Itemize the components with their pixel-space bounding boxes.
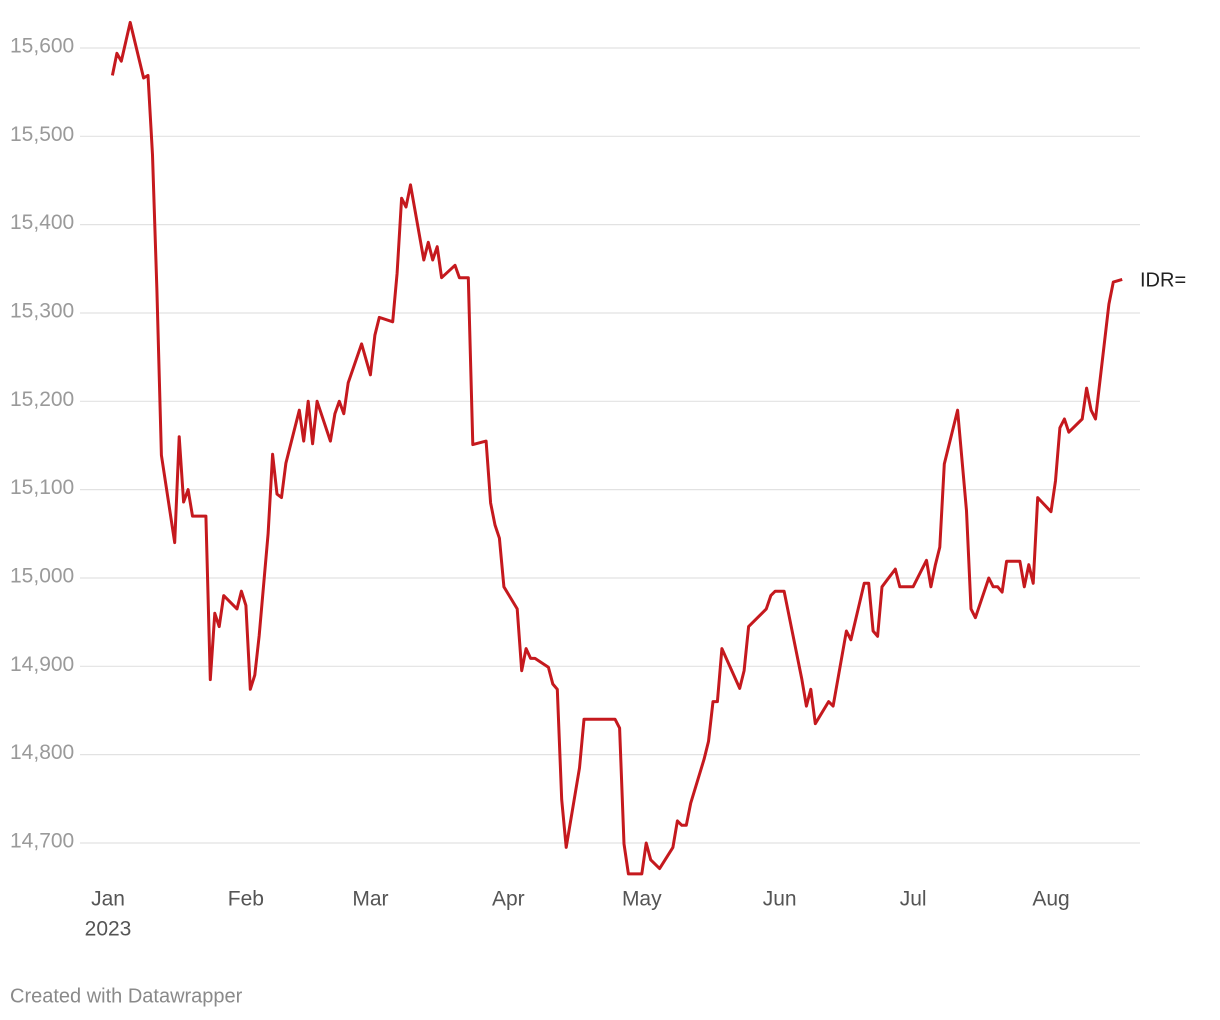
x-tick-label: May — [622, 888, 662, 911]
y-tick-label: 15,400 — [10, 211, 74, 234]
footer: Created with Datawrapper — [10, 985, 243, 1007]
y-tick-label: 15,300 — [10, 300, 74, 323]
y-tick-label: 15,200 — [10, 388, 74, 411]
x-tick-label: Jun — [763, 888, 797, 911]
y-tick-label: 15,000 — [10, 565, 74, 588]
x-tick-label: Aug — [1032, 888, 1069, 911]
series-label: IDR= — [1140, 270, 1186, 292]
x-year-label: 2023 — [85, 918, 132, 941]
x-tick-label: Feb — [228, 888, 264, 911]
y-tick-label: 14,700 — [10, 830, 74, 853]
y-tick-label: 14,800 — [10, 741, 74, 764]
y-tick-label: 14,900 — [10, 653, 74, 676]
y-tick-label: 15,500 — [10, 123, 74, 146]
x-tick-label: Jan — [91, 888, 125, 911]
y-tick-label: 15,600 — [10, 35, 74, 58]
x-tick-label: Jul — [900, 888, 927, 911]
series-line — [110, 20, 1123, 876]
x-tick-label: Apr — [492, 888, 525, 911]
y-tick-label: 15,100 — [10, 476, 74, 499]
x-tick-label: Mar — [352, 888, 388, 911]
